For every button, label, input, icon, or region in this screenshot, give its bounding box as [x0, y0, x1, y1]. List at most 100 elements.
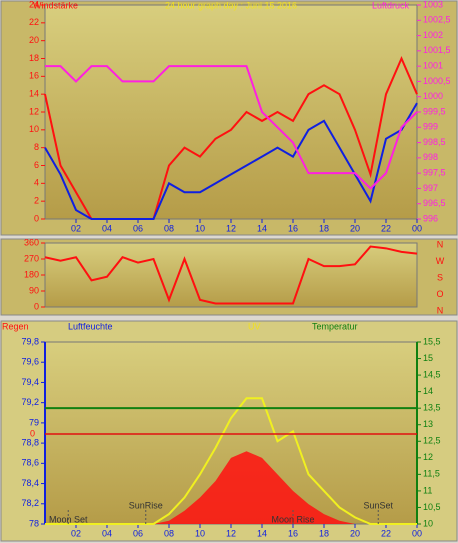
y-tick-label: 360 — [24, 237, 39, 247]
y-tick-label: 20 — [29, 35, 39, 45]
y2-tick-label: 996 — [423, 213, 438, 223]
y2-tick-label: 998,5 — [423, 137, 446, 147]
y-tick-label: 79,6 — [21, 357, 39, 367]
y2-tick-label: 997 — [423, 183, 438, 193]
chart-title: 24 hour graph day : Juni 15 2016 — [165, 0, 297, 10]
x-tick-label: 16 — [288, 528, 298, 538]
y-tick-label: 16 — [29, 71, 39, 81]
y-tick-label: 6 — [34, 160, 39, 170]
y-tick-label: 78,2 — [21, 498, 39, 508]
x-tick-label: 16 — [288, 223, 298, 233]
y2-tick-label: 14 — [423, 386, 433, 396]
y-tick-label: 79,4 — [21, 377, 39, 387]
y-tick-label: 90 — [29, 285, 39, 295]
y-tick-label: 2 — [34, 196, 39, 206]
y2-tick-label: 15,5 — [423, 336, 441, 346]
x-tick-label: 00 — [412, 528, 422, 538]
direction-label: O — [436, 289, 443, 299]
series-label: Temperatur — [312, 321, 358, 331]
y2-tick-label: 998 — [423, 152, 438, 162]
series-label: Luftfeuchte — [68, 321, 113, 331]
y-tick-label: 4 — [34, 178, 39, 188]
y2-tick-label: 1002 — [423, 30, 443, 40]
y2-tick-label: 999 — [423, 122, 438, 132]
series-label: Regen — [2, 321, 29, 331]
y2-tick-label: 12 — [423, 452, 433, 462]
plot-area — [44, 4, 418, 220]
x-tick-label: 18 — [319, 528, 329, 538]
annotation: SunRise — [129, 500, 163, 510]
x-tick-label: 02 — [71, 223, 81, 233]
y-tick-label: 79 — [29, 417, 39, 427]
rain-label: 0 — [30, 428, 35, 438]
y2-tick-label: 15 — [423, 353, 433, 363]
y2-tick-label: 996,5 — [423, 198, 446, 208]
y2-tick-label: 13 — [423, 419, 433, 429]
y2-tick-label: 14,5 — [423, 369, 441, 379]
y2-tick-label: 11 — [423, 485, 432, 495]
y2-tick-label: 1000,5 — [423, 76, 451, 86]
annotation: Moon Rise — [271, 514, 314, 524]
y-tick-label: 78 — [29, 518, 39, 528]
annotation: Moon Set — [49, 514, 88, 524]
y2-tick-label: 10,5 — [423, 502, 441, 512]
x-tick-label: 22 — [381, 528, 391, 538]
y-tick-label: 24 — [29, 0, 39, 9]
line — [44, 245, 418, 305]
y2-tick-label: 999,5 — [423, 106, 446, 116]
direction-label: W — [436, 256, 445, 266]
series-label: UV — [248, 321, 261, 331]
x-tick-label: 14 — [257, 223, 267, 233]
y-tick-label: 78,4 — [21, 478, 39, 488]
x-tick-label: 14 — [257, 528, 267, 538]
y-tick-label: 180 — [24, 269, 39, 279]
y-tick-label: 22 — [29, 17, 39, 27]
x-tick-label: 10 — [195, 528, 205, 538]
y-axis-label: Windstärke — [33, 0, 78, 10]
x-tick-label: 06 — [133, 223, 143, 233]
direction-label: S — [437, 272, 443, 282]
y2-axis-label: Luftdruck — [372, 0, 410, 10]
y2-tick-label: 10 — [423, 518, 433, 528]
x-tick-label: 20 — [350, 528, 360, 538]
y2-tick-label: 1000 — [423, 91, 443, 101]
y-tick-label: 12 — [29, 106, 39, 116]
x-tick-label: 12 — [226, 223, 236, 233]
y-tick-label: 8 — [34, 142, 39, 152]
annotation: SunSet — [363, 500, 393, 510]
direction-label: N — [437, 305, 444, 315]
y-tick-label: 78,8 — [21, 437, 39, 447]
line — [45, 65, 418, 190]
x-tick-label: 06 — [133, 528, 143, 538]
y-tick-label: 18 — [29, 53, 39, 63]
y-tick-label: 79,2 — [21, 397, 39, 407]
line — [45, 397, 417, 525]
x-tick-label: 20 — [350, 223, 360, 233]
x-tick-label: 12 — [226, 528, 236, 538]
y2-tick-label: 1001 — [423, 61, 443, 71]
x-tick-label: 18 — [319, 223, 329, 233]
direction-label: N — [437, 239, 444, 249]
y-tick-label: 0 — [34, 213, 39, 223]
plot-area — [44, 242, 418, 308]
y2-tick-label: 12,5 — [423, 436, 441, 446]
y-tick-label: 14 — [29, 89, 39, 99]
x-tick-label: 04 — [102, 528, 112, 538]
y2-tick-label: 13,5 — [423, 403, 441, 413]
y2-tick-label: 11,5 — [423, 469, 440, 479]
x-tick-label: 08 — [164, 528, 174, 538]
y-tick-label: 10 — [29, 124, 39, 134]
y-tick-label: 79,8 — [21, 336, 39, 346]
x-tick-label: 22 — [381, 223, 391, 233]
x-tick-label: 04 — [102, 223, 112, 233]
y2-tick-label: 1002,5 — [423, 15, 451, 25]
x-tick-label: 02 — [71, 528, 81, 538]
area — [45, 451, 417, 524]
y2-tick-label: 1003 — [423, 0, 443, 9]
x-tick-label: 10 — [195, 223, 205, 233]
y-tick-label: 0 — [34, 301, 39, 311]
y-tick-label: 270 — [24, 253, 39, 263]
x-tick-label: 00 — [412, 223, 422, 233]
x-tick-label: 08 — [164, 223, 174, 233]
